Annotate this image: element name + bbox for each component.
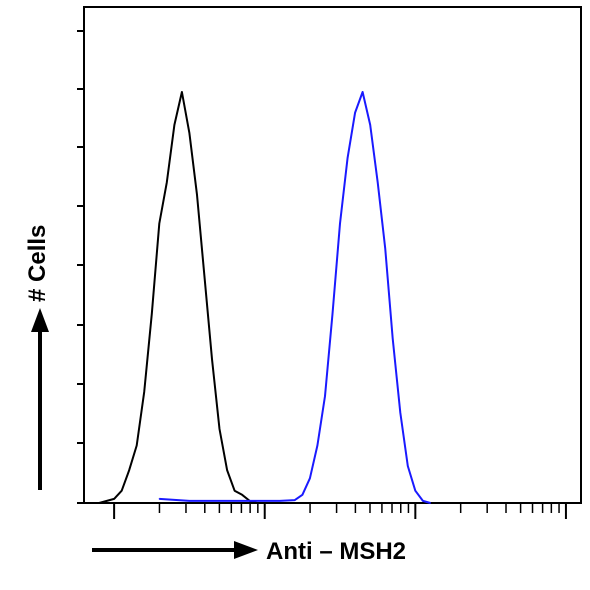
series-2-point [347,157,349,159]
series-line-1 [98,91,265,504]
series-2-point [324,395,326,397]
series-layer [98,91,431,504]
series-2-point [279,500,281,502]
series-1-point [143,391,145,393]
series-1-point [203,276,206,278]
series-2-point [362,91,364,93]
series-1-point [181,91,183,93]
series-2-point [384,247,386,249]
series-1-point [226,469,228,471]
y-axis-label-group: # Cells [24,225,51,490]
series-2-point [294,499,296,501]
series-1-point [196,194,198,196]
plot-area-border [83,6,582,504]
series-1-point [128,469,130,471]
series-1-point [173,124,175,126]
series-2-point [301,494,303,496]
y-axis-label: # Cells [24,225,51,302]
series-2-point [354,112,356,114]
x-axis-arrow-head [234,541,258,559]
series-1-point [211,358,213,360]
series-2-point [339,222,341,225]
series-1-point [98,502,100,504]
series-1-point [121,490,123,492]
series-2-point [392,338,394,340]
x-axis-ticks [113,503,567,519]
series-2-point [316,444,318,447]
series-2-point [377,181,379,183]
series-1-point [241,494,243,496]
series-1-point [234,490,236,492]
series-2-point [188,500,190,502]
series-1-point [151,313,153,315]
series-2-point [407,465,409,467]
series-1-point [264,502,266,504]
series-line-2 [159,91,431,504]
plot-frame [83,6,582,504]
series-2-point [399,412,401,414]
x-axis-label: Anti – MSH2 [266,538,406,565]
y-axis-arrow-head [31,308,49,332]
series-1-point [256,502,258,504]
series-2-point [158,498,160,500]
series-1-point [166,181,168,183]
series-1-point [188,132,190,134]
y-axis-ticks [77,30,84,504]
series-1-point [218,428,221,430]
series-1-point [113,498,115,500]
series-2-point [429,502,431,504]
series-2-point [331,313,334,315]
series-2-point [414,490,416,492]
series-2-point [422,500,424,502]
series-2-point [369,124,371,126]
x-axis-label-group: Anti – MSH2 [92,538,406,565]
series-2-point [218,500,221,502]
series-1-point [158,222,160,225]
series-1-point [136,444,138,447]
series-2-point [309,477,311,479]
